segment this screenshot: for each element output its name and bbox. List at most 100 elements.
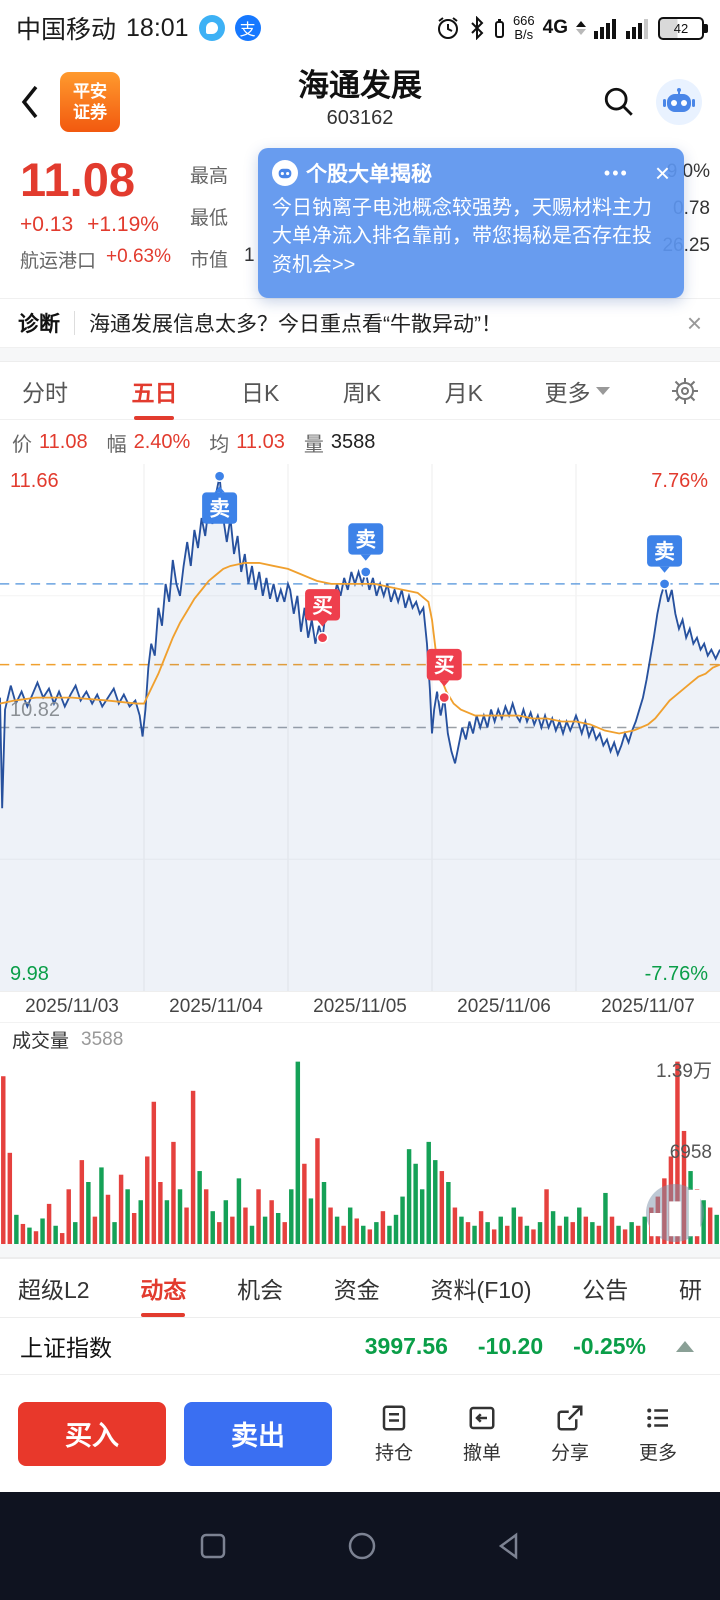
diagnosis-bar[interactable]: 诊断 海通发展信息太多？今日重点看“牛散异动”！ × [0,298,720,348]
chevron-down-icon [596,386,611,395]
volume-bar [177,1189,183,1244]
volume-bar [334,1216,340,1244]
volume-bar [433,1160,438,1244]
volume-bar [145,1156,150,1244]
price-area [0,476,720,991]
summary-amplitude: 2.40% [133,430,191,453]
volume-bar [27,1227,32,1244]
index-value: 3997.56 [364,1332,448,1359]
volume-bar [131,1213,137,1244]
price-chart[interactable]: 卖买 卖买 卖 11.66 7.76% 10.82 9.98 -7.76% [0,464,720,992]
tab-5day[interactable]: 五日 [129,364,179,418]
diagnosis-text-link[interactable]: 海通发展信息太多？今日重点看“牛散异动”！ [89,313,502,336]
volume-bar [616,1225,621,1244]
sector-row[interactable]: 航运港口 +0.63% [20,246,708,273]
volume-bar [275,1213,281,1244]
axis-label-high: 11.66 [10,470,59,492]
volume-chart[interactable]: 1.39万 6958 [0,1056,720,1244]
volume-bar [151,1101,157,1244]
volume-bar [707,1207,713,1244]
index-name: 上证指数 [20,1335,112,1361]
chart-settings-gear-icon[interactable] [670,376,700,406]
volume-bar [550,1211,556,1244]
tab-dynamic[interactable]: 动态 [140,1259,186,1317]
diagnosis-label: 诊断 [18,313,60,336]
share-button[interactable]: 分享 [551,1403,589,1465]
cancel-order-icon [469,1406,495,1429]
volume-bar [505,1225,510,1244]
volume-bar [295,1061,301,1244]
price-change-row: +0.13 +1.19% [20,213,708,237]
collapse-up-icon[interactable] [676,1340,694,1352]
tab-opportunity[interactable]: 机会 [237,1277,284,1303]
volume-bar [465,1222,471,1244]
buy-marker-label [305,589,341,621]
volume-bar [439,1171,445,1244]
share-icon [557,1405,583,1430]
network-type-label: 4G [542,17,568,38]
popup-robot-icon [272,160,298,186]
volume-bar [485,1222,490,1244]
index-change: -10.20 [477,1332,544,1359]
volume-current: 3588 [81,1028,124,1050]
volume-bar [544,1189,549,1244]
volume-bar [393,1214,399,1244]
sell-button[interactable]: 卖出 [184,1401,332,1466]
status-time: 18:01 [126,13,189,42]
diagnosis-close-button[interactable]: × [686,307,702,338]
svg-text:买: 买 [312,596,333,618]
volume-bar [635,1225,641,1244]
search-icon[interactable] [602,85,636,119]
tab-funds[interactable]: 资金 [333,1277,380,1303]
nav-recents-button[interactable] [198,1531,228,1561]
volume-bar [14,1214,19,1244]
tab-announcements[interactable]: 公告 [582,1277,629,1303]
nav-home-button[interactable] [346,1530,378,1562]
price-chart-svg: 卖买 卖买 卖 [0,464,720,991]
volume-bar [190,1090,196,1244]
volume-bar [478,1211,484,1244]
broker-logo[interactable]: 平安 证券 [60,72,120,132]
volume-bar [125,1189,130,1244]
tab-f10[interactable]: 资料(F10) [430,1277,532,1303]
tab-daily-k[interactable]: 日K [240,379,280,406]
tab-more[interactable]: 更多 [544,374,611,408]
volume-bar [387,1225,392,1244]
date-label: 2025/11/03 [25,996,119,1017]
summary-price: 11.08 [39,430,88,453]
ad-popup[interactable]: 个股大单揭秘 ••• × 今日钠离子电池概念较强势，天赐材料主力大单净流入排名靠… [258,148,684,298]
tab-super-l2[interactable]: 超级L2 [18,1277,90,1303]
volume-label: 成交量 [12,1031,70,1052]
svg-text:卖: 卖 [209,498,230,521]
positions-button[interactable]: 持仓 [375,1403,413,1465]
tab-research[interactable]: 研 [678,1277,702,1303]
ai-assistant-button[interactable] [656,79,702,125]
positions-icon [382,1405,406,1430]
date-axis: 2025/11/03 2025/11/04 2025/11/05 2025/11… [0,992,720,1022]
volume-bar [472,1225,477,1244]
popup-close-button[interactable]: × [654,158,670,188]
volume-bar [426,1141,431,1244]
volume-bar [347,1207,353,1244]
nav-back-button[interactable] [496,1531,522,1561]
back-button[interactable] [18,80,54,124]
tab-monthly-k[interactable]: 月K [444,379,483,406]
last-price: 11.08 [20,153,136,206]
buy-button[interactable]: 买入 [18,1401,166,1466]
volume-bar [557,1225,562,1244]
volume-bar [518,1216,523,1244]
tab-minute[interactable]: 分时 [22,379,68,406]
popup-body-link[interactable]: 今日钠离子电池概念较强势，天赐材料主力大单净流入排名靠前，带您揭秘是否存在投资机… [272,197,652,276]
signal-bars-icon-2 [626,19,648,39]
index-bar[interactable]: 上证指数 3997.56 -10.20 -0.25% [0,1318,720,1374]
volume-bar [367,1229,373,1244]
volume-bar [249,1225,255,1244]
volume-bar [164,1200,170,1244]
popup-more-button[interactable]: ••• [603,162,629,183]
cancel-order-button[interactable]: 撤单 [463,1403,501,1465]
tab-weekly-k[interactable]: 周K [342,379,382,406]
axis-label-mid: 10.82 [10,698,61,721]
volume-bar [269,1200,274,1244]
summary-volume: 3588 [330,430,376,453]
more-actions-button[interactable]: 更多 [639,1403,677,1465]
